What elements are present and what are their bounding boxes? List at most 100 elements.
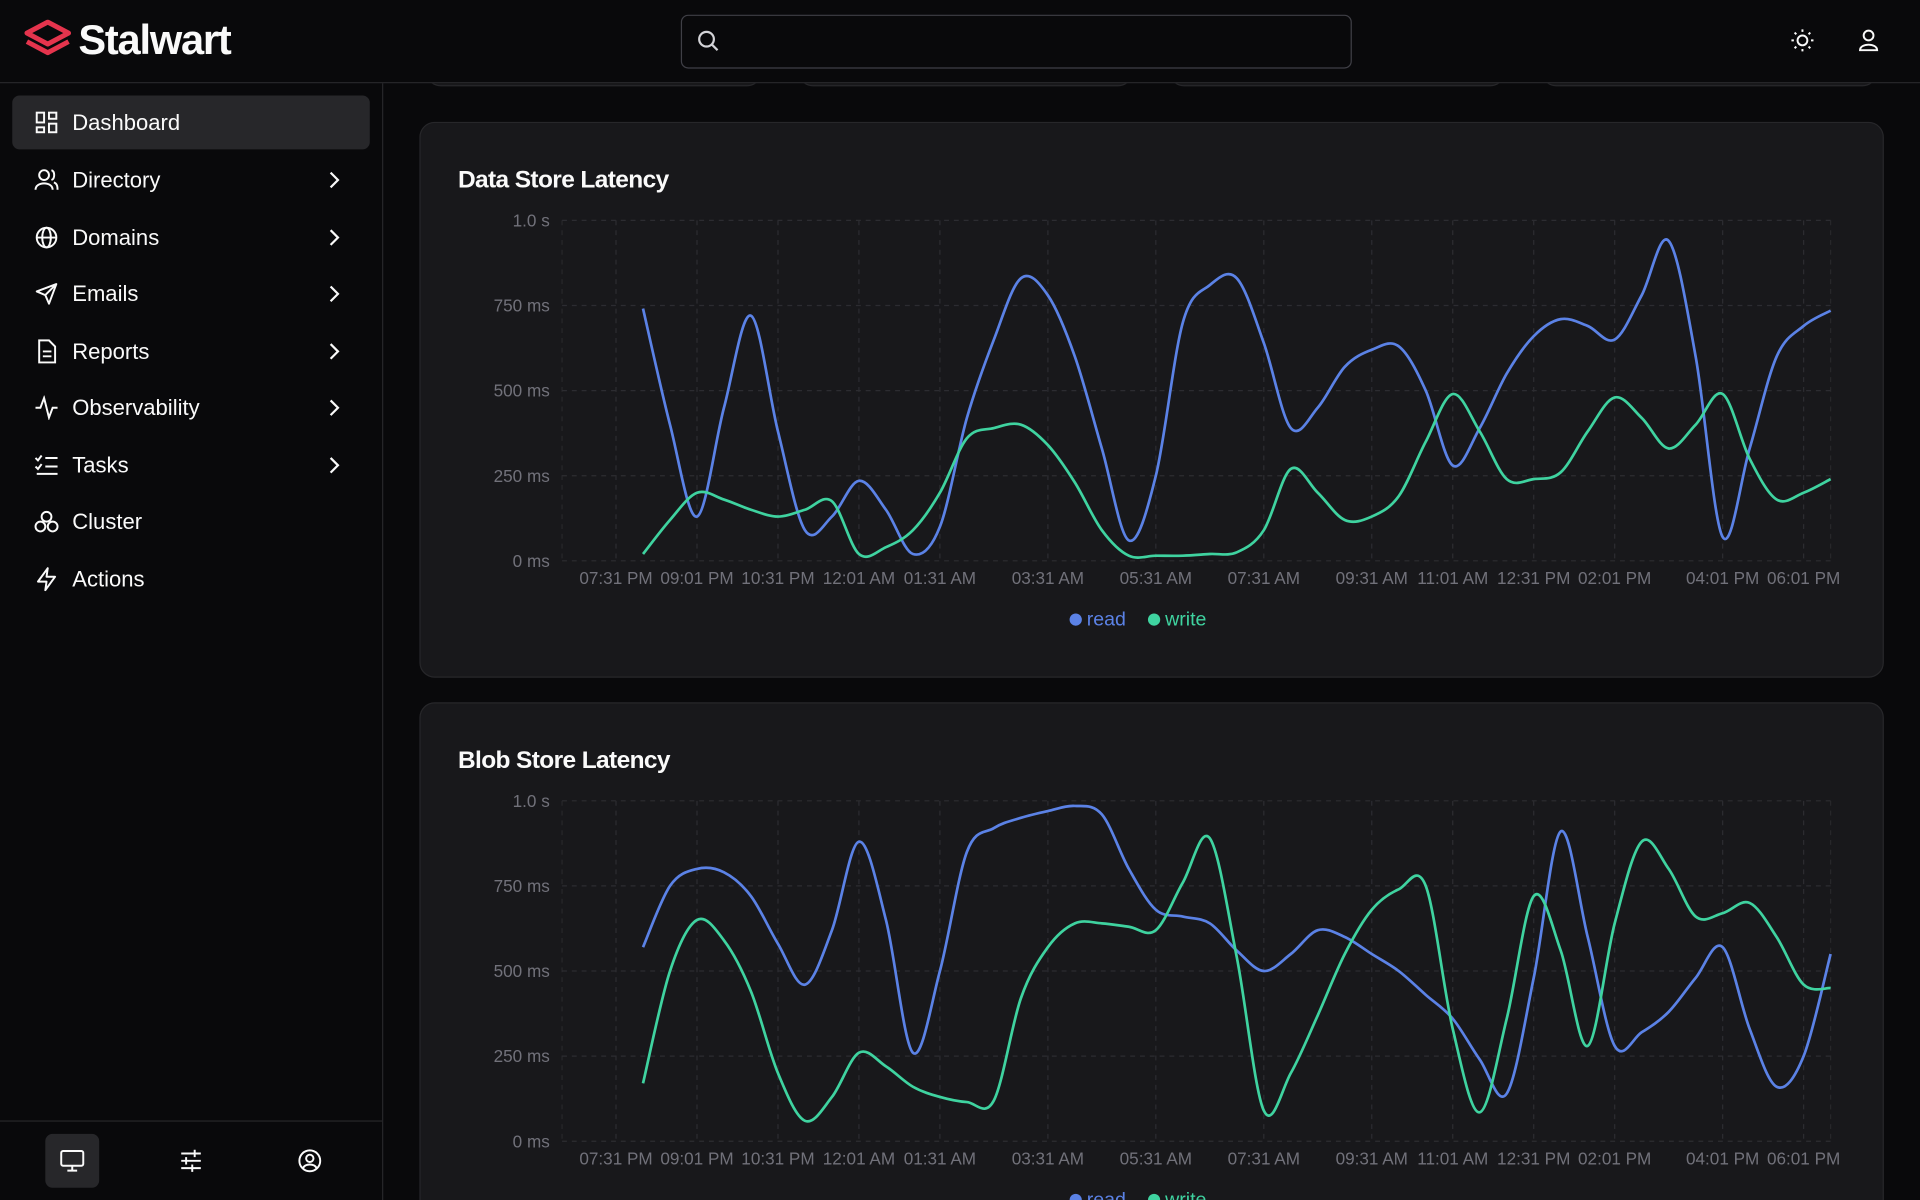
x-tick-label: 07:31 PM [579,1148,652,1168]
x-tick-label: 05:31 AM [1120,568,1192,588]
x-tick-label: 03:31 AM [1012,568,1084,588]
nav-item[interactable]: Actions [12,552,370,606]
x-tick-label: 09:01 PM [660,1148,733,1168]
chevron [329,285,340,303]
theme-toggle[interactable] [1790,28,1814,52]
x-tick-label: 10:31 PM [741,1148,814,1168]
legend-label: read [1087,609,1126,631]
settings-button[interactable] [179,1149,203,1173]
x-tick-label: 11:01 AM [1417,568,1488,588]
y-tick-label: 1.0 s [513,791,550,811]
x-tick-label: 09:01 PM [660,568,733,588]
chevron [329,343,340,360]
search-icon [698,30,719,51]
nav-item[interactable]: Observability [12,381,370,435]
x-tick-label: 01:31 AM [904,568,976,588]
x-tick-label: 09:31 AM [1336,568,1408,588]
chevron [329,171,340,189]
main-area: Data Store Latency 0 ms 250 ms 500 ms 750 ms… [419,83,1884,1200]
y-tick-label: 500 ms [494,961,550,981]
nav-label: Actions [72,566,145,592]
legend-label: read [1087,1189,1126,1200]
y-tick-label: 0 ms [513,551,550,571]
search-box[interactable] [680,14,1352,69]
x-tick-label: 07:31 AM [1228,568,1300,588]
x-tick-label: 01:31 AM [904,1148,976,1168]
legend-dot [1147,1193,1161,1200]
x-tick-label: 12:31 PM [1497,1148,1570,1168]
nav-item[interactable]: Directory [12,153,370,207]
x-tick-label: 03:31 AM [1012,1148,1084,1168]
nav-label: Domains [72,225,160,250]
nav-icon [35,283,58,305]
x-tick-label: 05:31 AM [1120,1148,1192,1168]
chart-title: Data Store Latency [458,166,670,193]
nav-item[interactable]: Domains [12,211,370,265]
nav-label: Reports [72,339,150,364]
nav-icon [34,510,59,533]
x-tick-label: 02:01 PM [1578,568,1651,588]
y-tick-label: 1.0 s [513,211,550,231]
nav-label: Cluster [72,509,143,534]
y-tick-label: 250 ms [494,1046,550,1066]
account-button[interactable] [298,1149,322,1173]
chart-card [419,121,1884,678]
x-tick-label: 12:01 AM [823,1148,895,1168]
nav-item[interactable]: Tasks [12,438,370,492]
brand[interactable]: Stalwart [78,17,231,64]
logo-icon [24,19,72,56]
x-tick-label: 11:01 AM [1417,1148,1488,1168]
legend-dot [1147,613,1161,626]
y-tick-label: 750 ms [494,876,550,896]
nav-icon [36,567,57,592]
nav-label: Observability [72,395,200,421]
x-tick-label: 07:31 AM [1228,1148,1300,1168]
sidebar-footer [0,1120,383,1200]
legend-label: write [1164,1189,1206,1200]
header: Stalwart [0,0,1920,84]
user-menu[interactable] [1856,28,1880,52]
nav-icon [38,339,57,364]
x-tick-label: 06:01 PM [1767,1148,1840,1168]
nav-icon [35,395,58,421]
x-tick-label: 09:31 AM [1336,1148,1408,1168]
nav-icon [34,454,58,475]
x-tick-label: 04:01 PM [1686,1148,1759,1168]
x-tick-label: 12:01 AM [823,568,895,588]
nav-item[interactable]: Dashboard [12,95,370,150]
nav-item[interactable]: Cluster [12,495,370,549]
legend-label: write [1164,609,1206,631]
chevron [329,399,340,416]
x-tick-label: 06:01 PM [1767,568,1840,588]
nav-icon [35,226,58,249]
y-tick-label: 250 ms [494,466,550,486]
x-tick-label: 10:31 PM [741,568,814,588]
nav-label: Emails [72,281,139,307]
line-series [641,391,1832,559]
x-tick-label: 07:31 PM [579,568,652,588]
monitor-icon [60,1150,85,1172]
legend-dot [1069,613,1082,626]
chart-card [419,702,1884,1200]
chevron [329,229,340,246]
sidebar: Dashboard Directory Domains Emails Repor… [0,83,384,1200]
nav-item[interactable]: Emails [12,267,370,321]
nav-label: Directory [72,167,161,193]
nav-icon [35,111,58,134]
line-series [641,834,1831,1123]
y-tick-label: 0 ms [513,1131,550,1151]
nav-label: Dashboard [72,110,181,135]
nav-icon [34,169,59,191]
top-cards [431,83,1872,87]
nav-label: Tasks [72,453,129,478]
nav-item[interactable]: Reports [12,324,370,378]
x-tick-label: 12:31 PM [1497,568,1570,588]
chart-title: Blob Store Latency [458,747,671,774]
line-series [641,804,1832,1098]
chevron [329,457,340,474]
y-tick-label: 500 ms [494,381,550,401]
y-tick-label: 750 ms [494,296,550,316]
view-button[interactable] [45,1133,100,1188]
